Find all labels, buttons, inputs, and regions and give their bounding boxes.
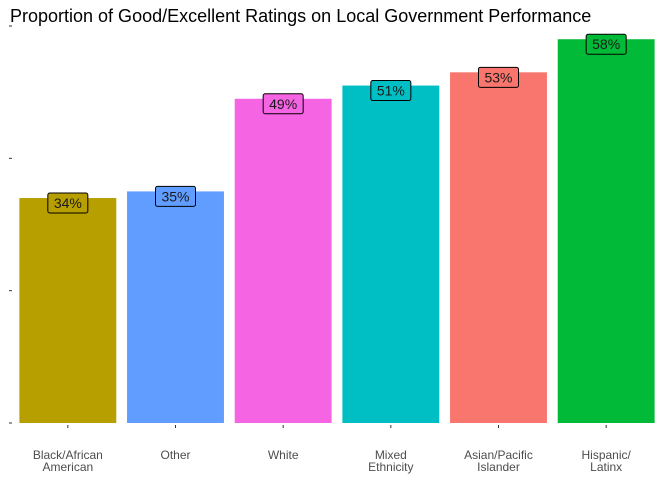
data-label-box-3 <box>370 80 412 102</box>
data-label-5: 58% <box>592 36 620 52</box>
data-label-box-2 <box>262 93 304 115</box>
y-axis-ticks <box>9 25 12 424</box>
x-axis-labels: Black/African American Other White Mixed Ethn… <box>33 425 632 474</box>
bar-0 <box>19 198 117 423</box>
bar-4 <box>450 72 547 424</box>
x-label-0: Black/African American <box>33 448 103 474</box>
x-label-line: Mixed <box>375 448 407 462</box>
x-label-line: Islander <box>477 460 520 474</box>
data-label-2: 49% <box>269 96 297 112</box>
bar-1 <box>127 191 224 423</box>
x-label-5: Hispanic/Latinx <box>581 448 631 474</box>
bar-3 <box>342 85 440 424</box>
data-label-box-0 <box>47 192 89 214</box>
x-label-line: Ethnicity <box>368 460 413 474</box>
data-labels: 34% 35% 49% 51% 53% 58% <box>47 33 627 214</box>
x-label-line: Black/African <box>33 448 103 462</box>
bars <box>19 39 655 424</box>
data-label-box-1 <box>155 185 196 207</box>
x-label-line: American <box>42 460 93 474</box>
x-label-1: Other <box>160 448 190 462</box>
bar-5 <box>557 39 655 423</box>
x-label-line: Latinx <box>590 460 622 474</box>
x-label-line: Asian/Pacific <box>464 448 533 462</box>
x-label-2: White <box>268 448 299 462</box>
data-label-4: 53% <box>484 69 512 85</box>
x-label-line: White <box>268 448 299 462</box>
data-label-1: 35% <box>161 188 189 204</box>
x-label-4: Asian/Pacific Islander <box>464 448 533 474</box>
data-label-3: 51% <box>377 83 405 99</box>
x-label-line: Hispanic/ <box>581 448 631 462</box>
chart-title: Proportion of Good/Excellent Ratings on … <box>10 6 592 26</box>
data-label-box-5 <box>585 33 627 55</box>
data-label-0: 34% <box>54 195 82 211</box>
x-label-3: Mixed Ethnicity <box>368 448 413 474</box>
x-label-line: Other <box>160 448 190 462</box>
bar-2 <box>234 98 332 424</box>
data-label-box-4 <box>478 66 519 88</box>
